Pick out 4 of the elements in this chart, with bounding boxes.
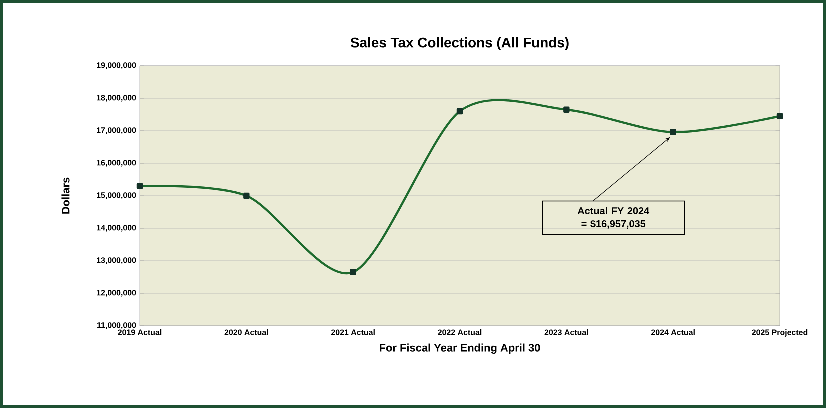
annotation: Actual FY 2024 = $16,957,035 — [578, 207, 650, 229]
x-axis-title: For Fiscal Year Ending April 30 — [380, 344, 540, 354]
chart-title: Sales Tax Collections (All Funds) — [350, 37, 569, 50]
y-axis-title: Dollars — [62, 178, 70, 214]
